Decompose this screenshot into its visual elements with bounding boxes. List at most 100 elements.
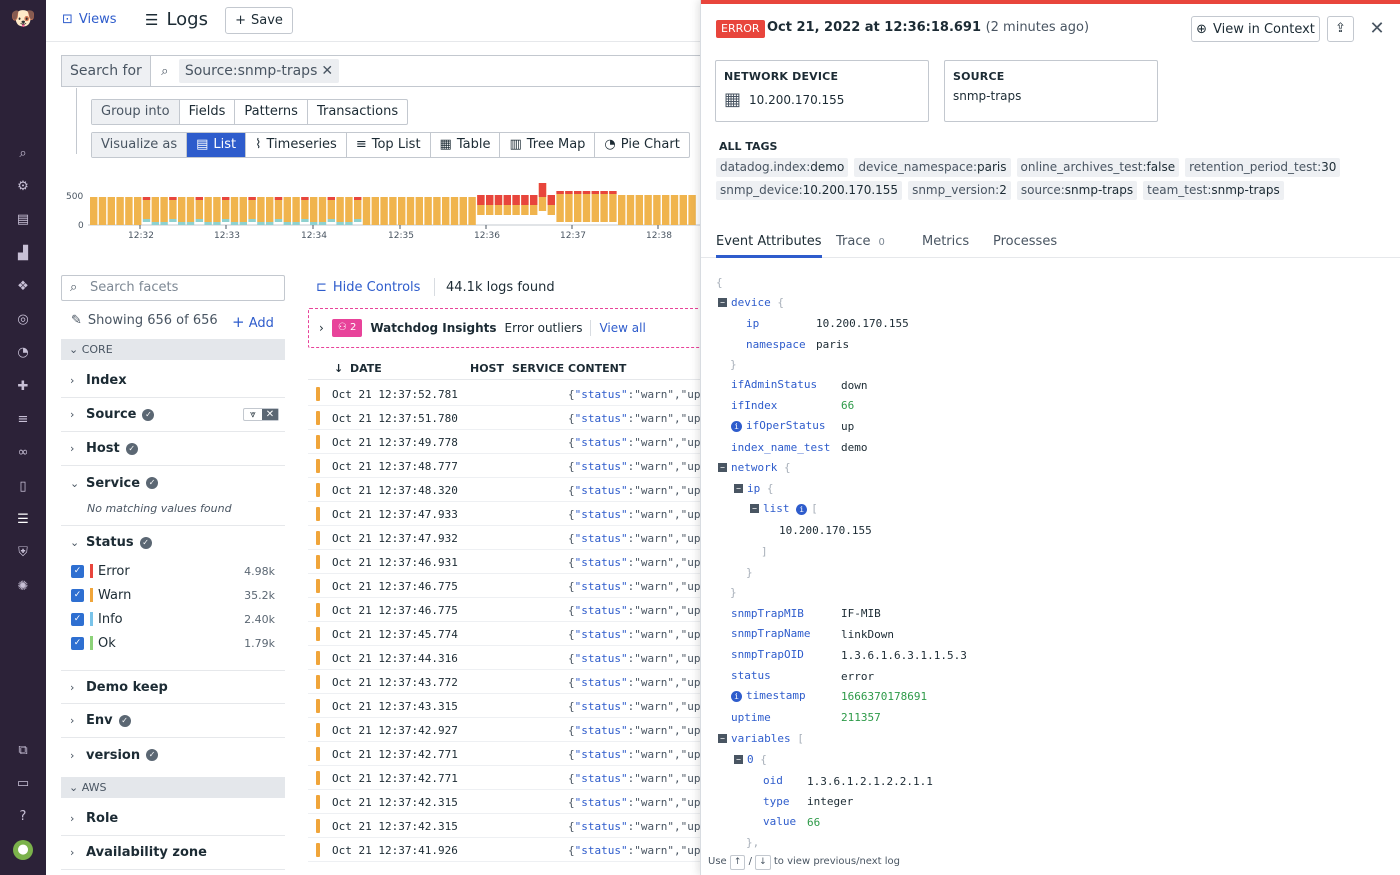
tab-processes[interactable]: Processes: [993, 234, 1058, 249]
json-ifoperstatus-row[interactable]: i ifOperStatus: [731, 417, 825, 435]
security-nav-icon[interactable]: ⛨: [18, 545, 28, 560]
collapse-icon[interactable]: −: [750, 504, 759, 513]
json-value[interactable]: linkDown: [841, 628, 894, 641]
json-ip-row[interactable]: ip: [746, 315, 759, 333]
facet-availability-zone[interactable]: › Availability zone: [61, 836, 285, 870]
checkbox[interactable]: ✓: [71, 588, 84, 602]
json-value[interactable]: up: [841, 420, 855, 433]
rum-nav-icon[interactable]: ✺: [17, 579, 29, 594]
apm-nav-icon[interactable]: ◔: [17, 345, 29, 360]
share-button[interactable]: ⇪: [1327, 16, 1354, 42]
collapse-icon[interactable]: −: [718, 463, 727, 472]
tag-chip[interactable]: device_namespace:paris: [854, 158, 1011, 177]
watchdog-view-all-link[interactable]: View all: [599, 321, 646, 335]
log-row[interactable]: Oct 21 12:37:46.775 {"status":"warn","up: [308, 574, 700, 598]
add-facet-button[interactable]: + Add: [232, 313, 274, 331]
log-row[interactable]: Oct 21 12:37:41.926 {"status":"warn","up: [308, 838, 700, 862]
search-nav-icon[interactable]: ⌕: [19, 146, 27, 161]
chevron-right-icon[interactable]: ›: [319, 321, 324, 335]
facet-status[interactable]: ⌄ Status ✓: [61, 525, 285, 559]
save-button[interactable]: + Save: [225, 7, 293, 34]
watchdog-nav-icon[interactable]: ⚙: [17, 179, 29, 194]
log-row[interactable]: Oct 21 12:37:45.774 {"status":"warn","up: [308, 622, 700, 646]
metrics-nav-icon[interactable]: ▟: [18, 246, 28, 261]
checkbox[interactable]: ✓: [71, 636, 84, 650]
tab-metrics[interactable]: Metrics: [922, 234, 970, 249]
viz-treemap-option[interactable]: ▥ Tree Map: [500, 133, 596, 157]
json-value[interactable]: integer: [807, 795, 854, 808]
status-info-row[interactable]: ✓ Info 2.40k: [71, 609, 275, 629]
source-value[interactable]: snmp-traps: [953, 89, 1022, 103]
json-key[interactable]: uptime: [731, 711, 771, 724]
json-network-ip-row[interactable]: − ip {: [734, 480, 774, 498]
log-row[interactable]: Oct 21 12:37:42.927 {"status":"warn","up: [308, 718, 700, 742]
log-row[interactable]: Oct 21 12:37:44.316 {"status":"warn","up: [308, 646, 700, 670]
json-key[interactable]: oid: [763, 774, 783, 787]
json-value[interactable]: 10.200.170.155: [816, 317, 909, 330]
json-key[interactable]: index_name_test: [731, 441, 831, 454]
clear-filter-icon[interactable]: ✕: [262, 409, 278, 420]
tab-event-attributes[interactable]: Event Attributes: [716, 234, 822, 258]
json-value[interactable]: error: [841, 670, 875, 683]
log-row[interactable]: Oct 21 12:37:43.772 {"status":"warn","up: [308, 670, 700, 694]
viz-list-option[interactable]: ▤ List: [187, 133, 247, 157]
facet-version[interactable]: › version ✓: [61, 738, 285, 772]
chat-icon[interactable]: ▭: [16, 776, 30, 791]
search-chip[interactable]: Source:snmp-traps ✕: [178, 59, 340, 83]
dashboards-nav-icon[interactable]: ▤: [16, 212, 30, 227]
logs-nav-icon[interactable]: ☰: [17, 512, 29, 527]
json-network-row[interactable]: − network {: [718, 459, 791, 477]
viz-timeseries-option[interactable]: ⌇ Timeseries: [246, 133, 347, 157]
log-row[interactable]: Oct 21 12:37:49.778 {"status":"warn","up: [308, 430, 700, 454]
integrations-bottom-icon[interactable]: ⧉: [18, 743, 28, 758]
viz-toplist-option[interactable]: ≡ Top List: [347, 133, 431, 157]
sort-arrow-icon[interactable]: ↓: [334, 362, 344, 375]
notebooks-nav-icon[interactable]: ▯: [19, 479, 27, 494]
tag-chip[interactable]: retention_period_test:30: [1185, 158, 1341, 177]
collapse-icon[interactable]: −: [734, 484, 743, 493]
tag-chip[interactable]: snmp_version:2: [908, 181, 1011, 200]
facet-service[interactable]: ⌄ Service ✓: [61, 466, 285, 500]
synthetics-nav-icon[interactable]: ∞: [17, 445, 29, 460]
collapse-icon[interactable]: −: [718, 298, 727, 307]
json-device-row[interactable]: − device {: [718, 294, 784, 312]
log-row[interactable]: Oct 21 12:37:42.771 {"status":"warn","up: [308, 742, 700, 766]
edit-icon[interactable]: ✎: [71, 313, 82, 328]
status-error-row[interactable]: ✓ Error 4.98k: [71, 561, 275, 581]
json-value[interactable]: 1.3.6.1.2.1.2.2.1.1: [807, 775, 933, 788]
user-avatar[interactable]: ●: [13, 840, 33, 860]
json-value[interactable]: down: [841, 379, 868, 392]
col-host[interactable]: HOST: [470, 362, 504, 375]
log-row[interactable]: Oct 21 12:37:46.931 {"status":"warn","up: [308, 550, 700, 574]
apps-nav-icon[interactable]: ✚: [17, 379, 29, 394]
json-list-row[interactable]: − list i[: [750, 500, 818, 518]
json-value[interactable]: demo: [841, 441, 868, 454]
log-histogram[interactable]: 500 0 12:32 12:33 12:34 12:35 12:36 12:37 12:38: [66, 180, 700, 242]
network-device-value[interactable]: 10.200.170.155: [749, 92, 845, 107]
log-row[interactable]: Oct 21 12:37:48.777 {"status":"warn","up: [308, 454, 700, 478]
log-row[interactable]: Oct 21 12:37:43.315 {"status":"warn","up: [308, 694, 700, 718]
group-fields-option[interactable]: Fields: [180, 100, 236, 124]
tag-chip[interactable]: online_archives_test:false: [1016, 158, 1180, 177]
facet-env[interactable]: › Env ✓: [61, 704, 285, 738]
json-key[interactable]: snmpTrapName: [731, 627, 811, 640]
json-value[interactable]: 1.3.6.1.6.3.1.1.5.3: [841, 649, 967, 662]
log-row[interactable]: Oct 21 12:37:46.775 {"status":"warn","up: [308, 598, 700, 622]
json-variables-row[interactable]: − variables [: [718, 730, 804, 748]
json-namespace-row[interactable]: namespace: [746, 336, 806, 354]
log-row[interactable]: Oct 21 12:37:48.320 {"status":"warn","up: [308, 478, 700, 502]
viz-table-option[interactable]: ▦ Table: [431, 133, 501, 157]
status-ok-row[interactable]: ✓ Ok 1.79k: [71, 633, 275, 653]
tag-chip[interactable]: datadog.index:demo: [716, 158, 849, 177]
close-button[interactable]: ✕: [1365, 16, 1389, 42]
log-row[interactable]: Oct 21 12:37:51.780 {"status":"warn","up: [308, 406, 700, 430]
log-row[interactable]: Oct 21 12:37:47.933 {"status":"warn","up: [308, 502, 700, 526]
integrations-nav-icon[interactable]: ❖: [17, 279, 29, 294]
facet-source[interactable]: › Source ✓ ⩔ ✕: [61, 398, 285, 432]
json-key[interactable]: value: [763, 815, 797, 828]
filter-icon[interactable]: ⩔: [250, 409, 256, 420]
facet-role[interactable]: › Role: [61, 802, 285, 836]
json-value[interactable]: 10.200.170.155: [779, 524, 872, 537]
log-row[interactable]: Oct 21 12:37:42.315 {"status":"warn","up: [308, 814, 700, 838]
json-value[interactable]: 1666370178691: [841, 690, 928, 703]
